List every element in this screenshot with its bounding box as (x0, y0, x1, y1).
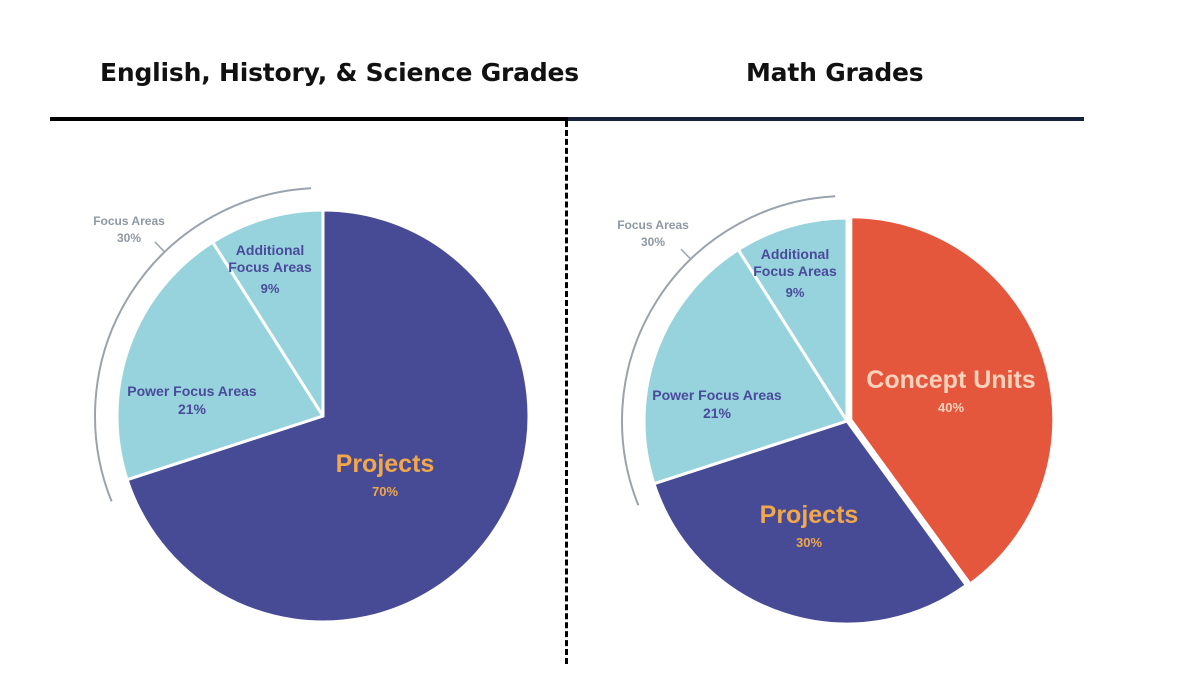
focus-areas-leader-line (680, 248, 692, 260)
slice-percent-label: 21% (703, 405, 732, 421)
focus-areas-leader-line (154, 241, 166, 253)
pie-slice-concept-units (849, 215, 1056, 586)
focus-areas-bracket-percent: 30% (117, 231, 141, 245)
pie-slice-additional-focus-areas (736, 216, 849, 423)
focus-areas-bracket-label: Focus Areas (617, 218, 689, 232)
slice-percent-label: 30% (796, 535, 822, 550)
slice-percent-label: 21% (178, 401, 207, 417)
slice-percent-label: 9% (261, 281, 280, 296)
slice-percent-label: 70% (372, 484, 398, 499)
slice-label-concept-units: Concept Units (866, 366, 1035, 394)
slice-label-additional-line2: Focus Areas (228, 259, 312, 275)
left-header-rule (50, 117, 568, 121)
left-chart-title: English, History, & Science Grades (100, 58, 579, 87)
slice-percent-label: 9% (786, 285, 805, 300)
pie-slice-projects (125, 208, 531, 624)
pie-slice-projects (652, 419, 968, 626)
slice-label-projects: Projects (336, 450, 435, 478)
right-chart-title: Math Grades (746, 58, 924, 87)
focus-areas-bracket (93, 187, 312, 502)
focus-areas-bracket (620, 195, 836, 506)
pie-slice-additional-focus-areas (211, 208, 325, 418)
focus-areas-bracket-label: Focus Areas (93, 214, 165, 228)
slice-label-additional-line2: Focus Areas (753, 263, 837, 279)
pie-slice-power-focus-areas (115, 240, 325, 482)
pie-slice-power-focus-areas (642, 248, 849, 486)
slice-label-additional-line1: Additional (236, 242, 304, 258)
slice-label-additional-line1: Additional (761, 246, 829, 262)
slice-label-projects: Projects (760, 501, 859, 529)
right-header-rule (568, 117, 1084, 121)
slice-label-power-focus-areas: Power Focus Areas (652, 387, 782, 403)
slice-label-power-focus-areas: Power Focus Areas (127, 383, 257, 399)
section-divider (565, 121, 568, 664)
focus-areas-bracket-percent: 30% (641, 235, 665, 249)
slice-percent-label: 40% (938, 400, 964, 415)
